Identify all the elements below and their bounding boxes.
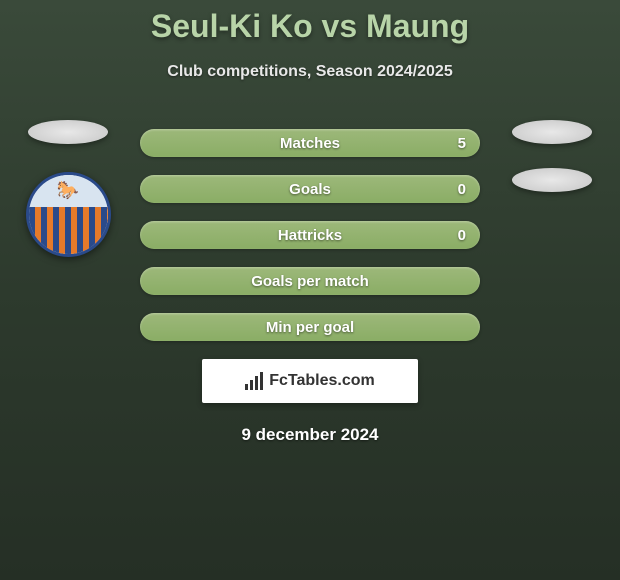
stat-label: Matches — [280, 135, 340, 152]
player-placeholder-left — [28, 120, 108, 144]
logo-content: FcTables.com — [245, 372, 375, 390]
main-container: Seul-Ki Ko vs Maung Club competitions, S… — [0, 0, 620, 445]
stat-label: Hattricks — [278, 227, 342, 244]
badge-top: 🐎 — [29, 175, 108, 207]
horse-icon: 🐎 — [57, 180, 79, 201]
chart-icon — [245, 372, 263, 390]
badge-stripes — [29, 207, 108, 254]
player-placeholder-right-2 — [512, 168, 592, 192]
stat-bar-gpm: Goals per match — [140, 267, 480, 295]
stat-bar-goals: Goals 0 — [140, 175, 480, 203]
logo-box[interactable]: FcTables.com — [202, 359, 418, 403]
player-placeholder-right-1 — [512, 120, 592, 144]
stats-column: Matches 5 Goals 0 Hattricks 0 Goals per … — [140, 129, 480, 341]
stat-label: Min per goal — [266, 319, 354, 336]
stat-value: 0 — [458, 227, 466, 244]
stat-value: 5 — [458, 135, 466, 152]
date-text: 9 december 2024 — [0, 425, 620, 445]
right-player-column — [502, 120, 602, 192]
stat-bar-mpg: Min per goal — [140, 313, 480, 341]
stat-bar-hattricks: Hattricks 0 — [140, 221, 480, 249]
subtitle: Club competitions, Season 2024/2025 — [0, 63, 620, 81]
page-title: Seul-Ki Ko vs Maung — [0, 8, 620, 45]
left-player-column: 🐎 — [18, 120, 118, 257]
stat-label: Goals per match — [251, 273, 369, 290]
stat-value: 0 — [458, 181, 466, 198]
team-badge-left: 🐎 — [26, 172, 111, 257]
stat-label: Goals — [289, 181, 331, 198]
stat-bar-matches: Matches 5 — [140, 129, 480, 157]
logo-text: FcTables.com — [269, 372, 375, 390]
